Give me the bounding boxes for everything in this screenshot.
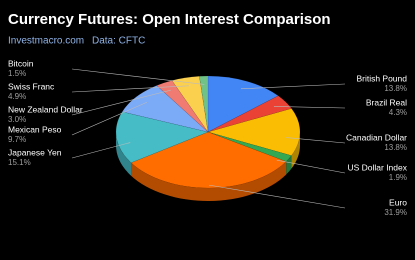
- slice-value: 15.1%: [8, 158, 31, 167]
- leader-line: [273, 106, 346, 109]
- leader-line: [71, 142, 131, 159]
- slice: [207, 131, 292, 162]
- slice-label: New Zealand Dollar: [8, 104, 83, 114]
- slice-label: Euro: [389, 197, 407, 207]
- slice-value: 4.3%: [389, 108, 407, 117]
- slice: [115, 111, 209, 163]
- chart-title: Currency Futures: Open Interest Comparis…: [8, 11, 331, 28]
- slice-label: Bitcoin: [8, 58, 34, 68]
- slice: [207, 95, 292, 133]
- slice-value: 9.7%: [8, 135, 26, 144]
- leader-line: [71, 68, 205, 85]
- slice-label: Japanese Yen: [8, 147, 62, 157]
- leader-line: [208, 184, 346, 209]
- slice-side: [116, 132, 132, 176]
- slice-value: 3.0%: [8, 115, 26, 124]
- slice-value: 4.9%: [8, 92, 26, 101]
- slice-label: US Dollar Index: [347, 162, 407, 172]
- slice-side: [291, 132, 300, 169]
- slice-side: [286, 155, 292, 175]
- leader-line: [276, 159, 346, 174]
- leader-line: [71, 101, 148, 136]
- source: Data: CFTC: [92, 36, 145, 47]
- leader-line: [286, 137, 346, 144]
- slice: [207, 108, 301, 156]
- slice-label: British Pound: [356, 73, 407, 83]
- slice-value: 1.9%: [389, 173, 407, 182]
- leader-line: [71, 89, 171, 116]
- slice: [199, 75, 209, 133]
- slice-value: 1.5%: [8, 69, 26, 78]
- slice-value: 13.8%: [384, 84, 407, 93]
- slice-label: Mexican Peso: [8, 124, 62, 134]
- slice: [130, 131, 287, 189]
- slice: [207, 75, 279, 133]
- leader-line: [240, 83, 346, 90]
- slice-label: Swiss Franc: [8, 81, 55, 91]
- slice-label: Brazil Real: [366, 97, 407, 107]
- subtitle: Investmacro.com: [8, 36, 84, 47]
- leader-line: [71, 85, 189, 93]
- slice-side: [131, 161, 287, 201]
- slice-value: 31.9%: [384, 208, 407, 217]
- slice-value: 13.8%: [384, 143, 407, 152]
- slice-label: Canadian Dollar: [346, 132, 407, 142]
